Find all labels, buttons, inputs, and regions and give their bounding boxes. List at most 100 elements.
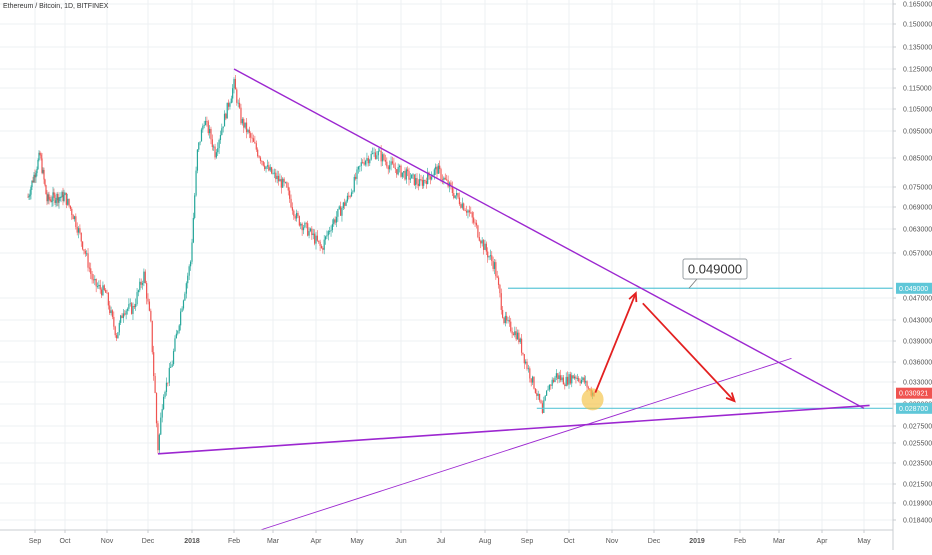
candle-body [227, 102, 230, 107]
x-tick-label: Dec [648, 538, 661, 545]
candle-body [551, 379, 553, 386]
candle [477, 224, 479, 239]
candle [41, 152, 43, 175]
candle-body [31, 180, 33, 188]
candle [586, 380, 588, 392]
candle-body [582, 377, 584, 381]
candle [309, 227, 312, 233]
candle-body [564, 384, 566, 387]
candle-body [437, 165, 439, 174]
candle-body [421, 180, 423, 186]
candle-body [275, 172, 277, 180]
candle [57, 191, 59, 207]
candle [374, 148, 377, 160]
candle-body [33, 174, 35, 183]
candle [229, 101, 231, 110]
candle [195, 166, 197, 197]
candle-body [540, 400, 542, 404]
candle [56, 192, 58, 207]
candle [39, 150, 41, 156]
candle [238, 97, 241, 109]
y-tick-label: 0.063000 [903, 227, 932, 234]
candle [362, 159, 364, 164]
y-tick-label: 0.043000 [903, 318, 932, 325]
candle-body [557, 373, 559, 380]
resistance-trendline [233, 68, 865, 409]
candle-body [360, 162, 362, 166]
candle-body [172, 351, 175, 365]
candle [71, 207, 73, 220]
candle [266, 159, 269, 169]
candle [572, 374, 574, 379]
x-tick-label: Aug [479, 538, 492, 545]
candle-body [121, 315, 123, 319]
candle [265, 166, 267, 173]
candle [174, 335, 176, 353]
candle [519, 337, 521, 344]
candle [291, 202, 294, 215]
candle-body [352, 191, 354, 193]
candle-body [300, 223, 302, 226]
candle [200, 127, 203, 142]
x-tick-label: Dec [142, 538, 155, 545]
candle [248, 126, 250, 139]
candle-body [110, 310, 112, 314]
candle [233, 77, 235, 94]
last-price-label-bg [896, 387, 932, 399]
candle-body [211, 139, 213, 147]
candle [244, 122, 246, 130]
candle-body [350, 192, 353, 197]
candle [407, 166, 409, 177]
candle [386, 157, 388, 169]
candle [329, 226, 331, 235]
candle [54, 192, 56, 206]
candle-body [529, 368, 531, 379]
candle [404, 167, 406, 181]
candle [206, 116, 208, 127]
candle-body [345, 201, 347, 206]
candle-body [489, 255, 492, 257]
candle-body [207, 121, 209, 134]
candle [356, 166, 358, 185]
candle-body [495, 262, 497, 277]
candle [372, 147, 374, 155]
candle-body [568, 374, 570, 385]
x-tick-label: Oct [60, 538, 71, 545]
candle-body [362, 162, 364, 164]
candle [209, 125, 211, 139]
candle-body [443, 177, 445, 180]
candle-body [482, 240, 485, 250]
candle [53, 188, 55, 198]
candle-body [349, 196, 351, 198]
candle [251, 132, 253, 143]
candle [550, 384, 552, 390]
candle-body [398, 165, 401, 168]
candle-body [154, 376, 156, 393]
candle [355, 172, 357, 181]
candle [529, 366, 531, 383]
candle-body [409, 178, 411, 180]
candle-body [436, 166, 438, 174]
candle [161, 404, 163, 423]
candle-body [163, 396, 165, 410]
candle-body [87, 253, 89, 268]
candle-body [199, 141, 201, 143]
candle [32, 176, 34, 184]
candle [141, 280, 144, 290]
candle [271, 166, 273, 175]
candle-body [522, 352, 524, 355]
candle [199, 141, 201, 146]
candle [436, 163, 438, 180]
candle [297, 210, 299, 218]
candle-body [502, 309, 504, 318]
candle [390, 156, 392, 171]
candle-body [562, 377, 564, 385]
candle-body [107, 293, 109, 306]
candle-body [168, 367, 170, 383]
candle-body [379, 150, 381, 152]
candle-body [120, 315, 122, 323]
candle-body [468, 210, 470, 213]
candle-body [158, 434, 160, 451]
